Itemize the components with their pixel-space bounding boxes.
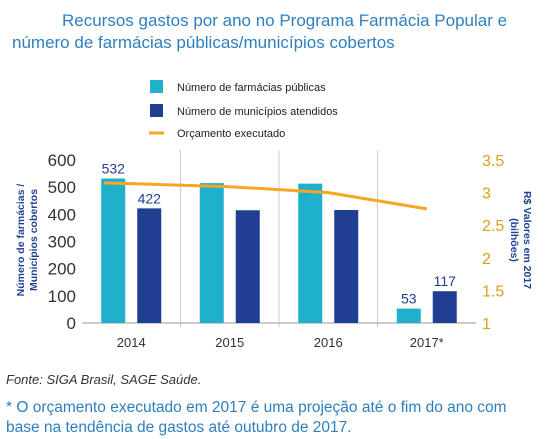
- legend-label-budget: Orçamento executado: [177, 128, 285, 140]
- bar-pharmacies: [199, 183, 224, 323]
- chart: Número de farmácias públicas Número de m…: [15, 80, 533, 350]
- y-axis-label-line1: Número de farmácias /: [15, 184, 27, 297]
- y2-axis-label-line1: R$ Valores em 2017: [521, 191, 533, 289]
- bar-municipalities: [235, 210, 260, 323]
- plot-area: 0 100 200 300 400 500 600 1 1.5 2 2.5 3 3.5 532 422 201…: [48, 150, 504, 350]
- source-note: Fonte: SIGA Brasil, SAGE Saúde.: [6, 372, 202, 387]
- y-tick-label: 0: [67, 314, 76, 333]
- y-tick-label: 100: [48, 287, 76, 306]
- data-label: 53: [401, 291, 417, 307]
- y-tick-label: 400: [48, 205, 76, 224]
- footnote: * O orçamento executado em 2017 é uma pr…: [6, 399, 507, 436]
- y2-tick-label: 1: [482, 316, 491, 333]
- bar-municipalities: [432, 291, 457, 323]
- y2-axis-label-line2: (bilhões): [508, 218, 520, 262]
- chart-title: Recursos gastos por ano no Programa Farm…: [12, 11, 508, 52]
- legend-swatch-municipalities: [150, 104, 163, 117]
- bar-pharmacies: [396, 308, 421, 323]
- y2-tick-label: 3: [482, 186, 491, 203]
- y2-tick-label: 3.5: [482, 153, 504, 170]
- y2-tick-label: 2.5: [482, 218, 504, 235]
- x-tick-label: 2016: [314, 335, 343, 350]
- y-tick-label: 600: [48, 151, 76, 170]
- y-tick-label: 200: [48, 260, 76, 279]
- legend: Número de farmácias públicas Número de m…: [149, 80, 338, 140]
- legend-label-pharmacies: Número de farmácias públicas: [177, 82, 326, 94]
- legend-swatch-pharmacies: [150, 80, 163, 93]
- data-label: 117: [434, 273, 457, 289]
- bar-municipalities: [334, 209, 359, 323]
- x-tick-label: 2014: [117, 335, 146, 350]
- x-tick-label: 2015: [215, 335, 244, 350]
- data-label: 532: [102, 160, 126, 176]
- y-tick-label: 300: [48, 233, 76, 252]
- data-label: 422: [138, 190, 162, 206]
- bar-pharmacies: [298, 183, 323, 323]
- budget-line: [103, 181, 427, 211]
- y-tick-label: 500: [48, 178, 76, 197]
- x-tick-label: 2017*: [410, 335, 444, 350]
- bar-pharmacies: [101, 178, 126, 323]
- y2-tick-label: 1.5: [482, 283, 504, 300]
- y2-tick-label: 2: [482, 251, 491, 268]
- y-axis-label-line2: Municípios cobertos: [28, 189, 40, 291]
- bar-municipalities: [137, 208, 162, 323]
- legend-label-municipalities: Número de municípios atendidos: [177, 106, 338, 118]
